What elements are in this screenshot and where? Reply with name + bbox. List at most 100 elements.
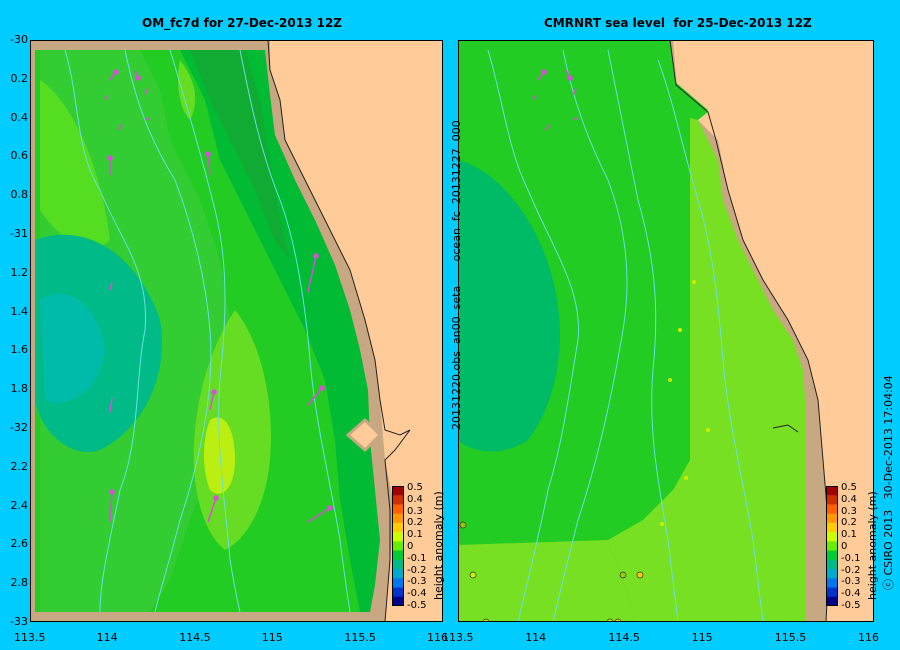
colorbar-tick-label: 0	[841, 541, 848, 552]
colorbar-swatch	[826, 495, 838, 505]
bathymetry-line-3	[169, 49, 241, 613]
island-outline	[772, 424, 799, 433]
bathymetry-line-4	[239, 49, 351, 613]
colorbar-swatch	[826, 587, 838, 598]
bathymetry-line-1	[487, 49, 580, 622]
x-tick-label: 115	[261, 631, 283, 644]
colorbar-tick-label: 0.5	[407, 482, 423, 493]
x-tick-label: 115.5	[774, 631, 807, 644]
left-colorbar-label: height anomaly (m)	[432, 491, 445, 600]
colorbar-tick-label: 0.2	[841, 517, 857, 529]
colorbar-swatch	[826, 578, 838, 589]
colorbar-swatch	[392, 522, 404, 533]
colorbar-swatch	[826, 550, 838, 561]
left-panel-title: OM_fc7d for 27-Dec-2013 12Z	[142, 16, 343, 30]
x-tick-label: 116	[427, 631, 448, 644]
contour-lime-bottom	[458, 540, 633, 622]
y-tick-label: 2.4	[10, 498, 29, 512]
colorbar-swatch	[392, 504, 404, 515]
x-tick-label: 114	[96, 631, 118, 644]
right-map	[458, 40, 874, 622]
colorbar-swatch	[392, 495, 404, 505]
colorbar-tick-label: -0.3	[407, 576, 427, 588]
contour-band-1	[458, 40, 708, 622]
colorbar-tick-label: 0.2	[407, 517, 423, 529]
bathymetry-line-2	[552, 49, 628, 622]
bathymetry-line-2	[124, 49, 212, 613]
y-tick-label: -33	[10, 615, 28, 628]
x-tick-label: 114	[525, 631, 547, 644]
y-tick-label: 1.2	[10, 265, 29, 279]
contour-lime-small	[178, 60, 196, 120]
y-tick-label: -30	[10, 33, 28, 46]
bathymetry-line-1	[64, 49, 147, 613]
x-tick-label: 113.5	[14, 631, 46, 644]
colorbar-tick-label: 0.1	[841, 529, 857, 541]
colorbar-swatch	[826, 522, 838, 533]
colorbar-swatch	[826, 559, 838, 570]
y-tick-label: 0.4	[10, 110, 29, 124]
colorbar-tick-label: 0.1	[407, 529, 423, 541]
left-colorbar	[392, 486, 404, 606]
colorbar-swatch	[826, 541, 838, 552]
colorbar-swatch	[826, 486, 838, 496]
y-tick-label: -31	[10, 227, 28, 240]
contour-lime-left	[40, 80, 110, 249]
y-tick-label: 0.6	[10, 149, 29, 163]
colorbar-swatch	[392, 541, 404, 552]
contour-yellow-core	[204, 417, 235, 494]
colorbar-swatch	[826, 504, 838, 515]
x-tick-label: 114.5	[179, 631, 211, 644]
colorbar-tick-label: 0.5	[841, 482, 857, 493]
colorbar-swatch	[392, 550, 404, 561]
y-tick-label: 2.2	[10, 459, 29, 473]
y-tick-label: 1.6	[10, 343, 29, 357]
y-tick-label: 1.4	[10, 304, 29, 318]
y-tick-label: 0.2	[10, 71, 29, 85]
run-info-label: 20131220.obs an00 seta ocean fc 20131227…	[450, 120, 463, 430]
colorbar-swatch	[392, 587, 404, 598]
colorbar-tick-label: 0.4	[841, 493, 857, 505]
y-tick-label: -32	[10, 421, 28, 434]
current-arrows	[532, 69, 579, 131]
colorbar-swatch	[826, 569, 838, 579]
island	[345, 417, 383, 453]
y-tick-label: 2.8	[10, 576, 29, 590]
colorbar-swatch	[826, 596, 838, 606]
current-arrows	[104, 69, 333, 523]
colorbar-swatch	[392, 559, 404, 570]
coastline	[267, 40, 411, 622]
colorbar-tick-label: 0.3	[407, 505, 423, 517]
colorbar-swatch	[826, 513, 838, 524]
right-panel-title: CMRNRT sea level for 25-Dec-2013 12Z	[544, 16, 812, 30]
colorbar-tick-label: -0.2	[841, 564, 861, 576]
colorbar-tick-label: -0.5	[407, 600, 427, 611]
bathymetry-line-3	[607, 49, 679, 622]
right-colorbar-frame	[826, 486, 838, 606]
colorbar-tick-label: -0.5	[841, 600, 861, 611]
right-colorbar	[826, 486, 838, 606]
colorbar-swatch	[392, 486, 404, 496]
contour-lime	[608, 118, 806, 622]
x-tick-label: 114.5	[608, 631, 640, 644]
colorbar-tick-label: -0.1	[841, 552, 861, 564]
left-map	[30, 40, 443, 622]
x-tick-label: 115.5	[344, 631, 376, 644]
colorbar-swatch	[392, 596, 404, 606]
contour-band-dark	[190, 50, 290, 260]
colorbar-swatch	[392, 532, 404, 542]
left-colorbar-frame	[392, 486, 404, 606]
colorbar-swatch	[392, 569, 404, 579]
colorbar-swatch	[392, 578, 404, 589]
colorbar-tick-label: -0.3	[841, 576, 861, 588]
contour-teal	[458, 160, 560, 452]
contour-teal-inner	[40, 293, 105, 403]
colorbar-swatch	[392, 513, 404, 524]
colorbar-tick-label: -0.4	[841, 588, 861, 600]
colorbar-tick-label: 0	[407, 541, 414, 552]
x-tick-label: 116	[858, 631, 879, 644]
left-map-frame	[30, 40, 443, 622]
colorbar-tick-label: -0.2	[407, 564, 427, 576]
x-tick-label: 113.5	[442, 631, 474, 644]
